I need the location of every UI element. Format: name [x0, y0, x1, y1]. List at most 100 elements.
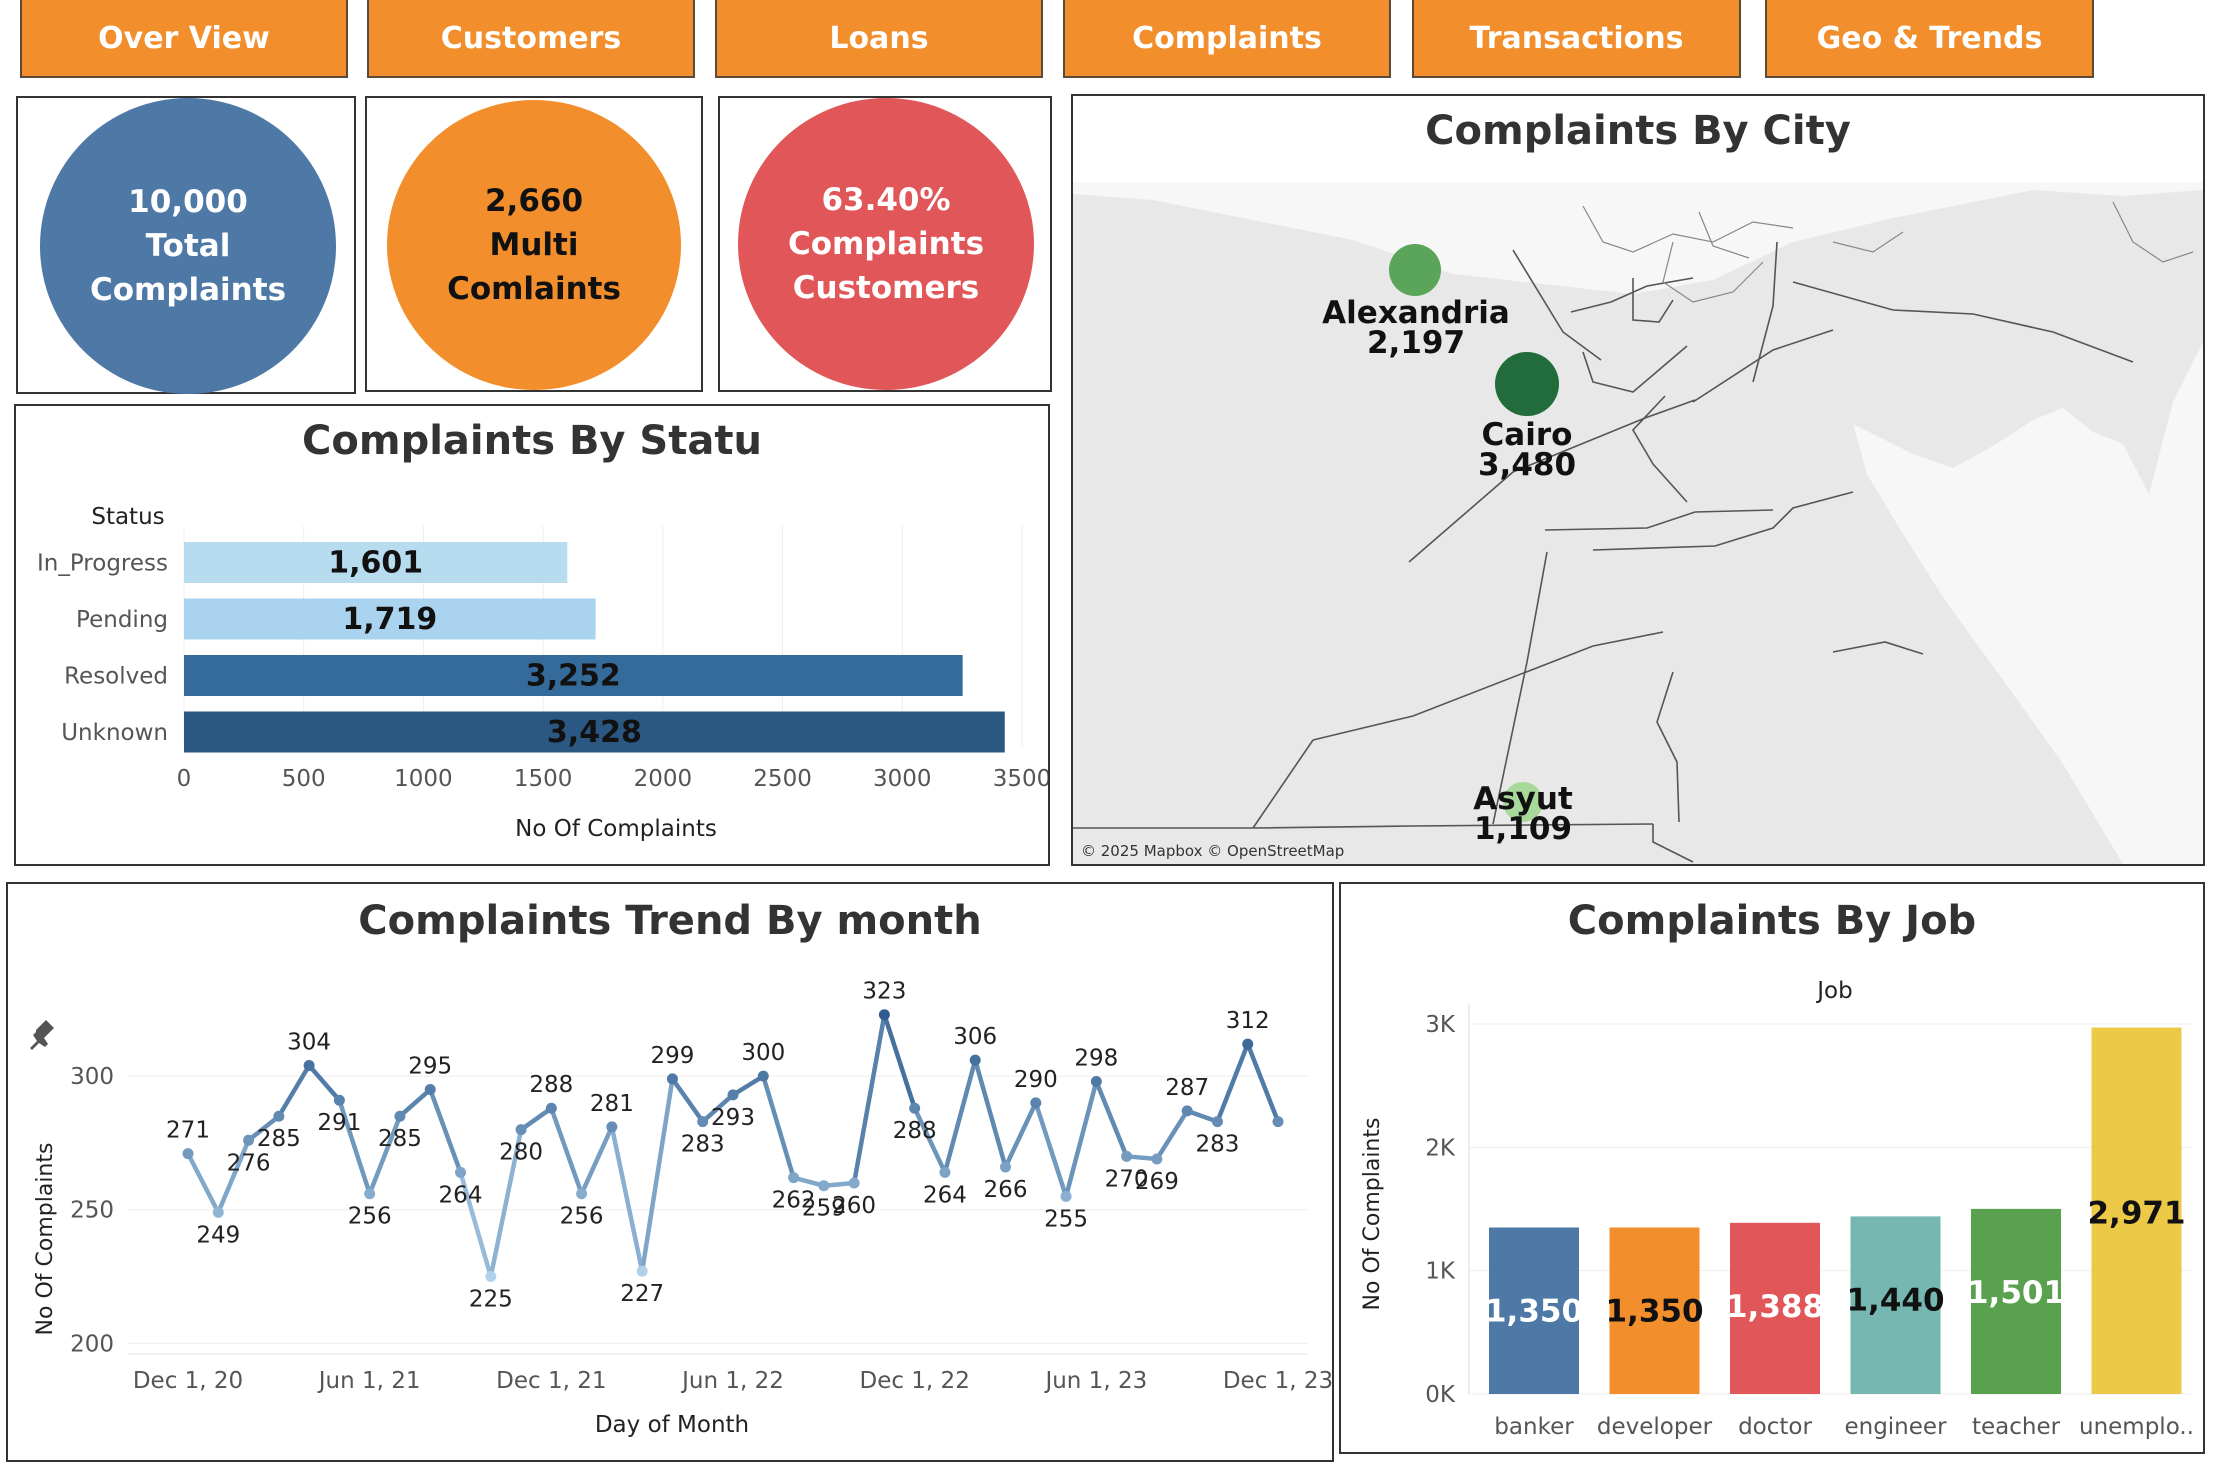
trend-line-segment — [1215, 1041, 1250, 1124]
data-point — [364, 1188, 376, 1200]
trend-line-segment — [1003, 1100, 1039, 1170]
kpi-label: Complaints — [787, 226, 985, 262]
data-label: 306 — [953, 1024, 997, 1050]
bar — [2091, 1027, 2182, 1394]
x-tick-label: 2000 — [634, 766, 693, 792]
data-label: 260 — [832, 1193, 876, 1219]
egypt-map[interactable]: © 2025 Mapbox © OpenStreetMap — [1073, 182, 2203, 864]
data-label: 256 — [348, 1204, 392, 1230]
bar — [184, 598, 596, 640]
nav-customers-button[interactable]: Customers — [367, 0, 695, 78]
data-label: 288 — [529, 1072, 573, 1098]
data-label: 262 — [772, 1188, 816, 1214]
y-tick-label: 1K — [1425, 1259, 1456, 1285]
category-header: Status — [91, 504, 164, 530]
data-label: 283 — [681, 1132, 725, 1158]
bar-value-label: 1,350 — [1605, 1294, 1703, 1330]
data-label: 225 — [469, 1287, 513, 1313]
trend-line-segment — [216, 1138, 251, 1215]
data-label: 281 — [590, 1091, 634, 1117]
data-point — [939, 1166, 951, 1178]
data-point — [182, 1148, 194, 1160]
data-label: 298 — [1074, 1046, 1118, 1072]
data-point — [1121, 1150, 1133, 1162]
x-tick-label: 500 — [282, 766, 326, 792]
data-label: 291 — [317, 1110, 361, 1136]
data-point — [576, 1188, 588, 1200]
nav-geo-trends-button[interactable]: Geo & Trends — [1765, 0, 2094, 78]
nav-loans-button[interactable]: Loans — [715, 0, 1043, 78]
kpi-circle: 63.40% Complaints Customers — [738, 98, 1034, 390]
x-tick-label: Dec 1, 21 — [496, 1368, 606, 1394]
data-label: 290 — [1014, 1067, 1058, 1093]
city-value: 3,480 — [1477, 447, 1577, 483]
data-label: 285 — [257, 1126, 301, 1152]
data-label: 269 — [1135, 1169, 1179, 1195]
data-label: 299 — [650, 1043, 694, 1069]
bar-value-label: 1,350 — [1485, 1294, 1583, 1330]
pin-icon — [30, 1020, 54, 1050]
data-point — [243, 1134, 255, 1146]
bar — [184, 542, 568, 583]
trend-line-segment — [306, 1063, 342, 1103]
data-label: 271 — [166, 1118, 210, 1144]
city-label-asyut: Asyut 1,109 — [1423, 781, 1623, 845]
city-marker-cairo[interactable] — [1495, 352, 1559, 416]
nav-complaints-button[interactable]: Complaints — [1063, 0, 1391, 78]
city-name: Alexandria — [1322, 295, 1510, 331]
x-tick-label: Dec 1, 20 — [133, 1368, 243, 1394]
data-point — [697, 1116, 709, 1128]
data-label: 288 — [893, 1118, 937, 1144]
data-point — [848, 1177, 860, 1189]
trend-line-segment — [761, 1073, 796, 1180]
x-tick-label: 1000 — [394, 766, 453, 792]
bar-value-label: 3,252 — [526, 659, 621, 694]
trend-line-segment — [730, 1073, 766, 1098]
x-tick-label: Jun 1, 23 — [1043, 1368, 1147, 1394]
bar — [184, 655, 963, 696]
city-marker-asyut[interactable] — [1503, 782, 1543, 822]
data-point — [757, 1070, 769, 1082]
data-point — [1090, 1076, 1102, 1088]
data-point — [1242, 1038, 1254, 1050]
data-point — [1000, 1161, 1011, 1173]
data-point — [1272, 1116, 1284, 1128]
data-label: 264 — [439, 1182, 483, 1208]
trend-line-segment — [518, 1105, 554, 1132]
data-point — [909, 1102, 921, 1114]
bar-value-label: 1,388 — [1726, 1289, 1824, 1325]
bar — [1489, 1227, 1579, 1394]
data-label: 300 — [741, 1040, 785, 1066]
data-label: 255 — [1044, 1206, 1088, 1232]
x-tick-label: unemplo.. — [2079, 1414, 2194, 1440]
x-axis-label: No Of Complaints — [515, 816, 717, 842]
nav-overview-button[interactable]: Over View — [20, 0, 348, 78]
kpi-value: 2,660 — [484, 183, 584, 219]
data-label: 264 — [923, 1182, 967, 1208]
city-value: 2,197 — [1366, 325, 1466, 361]
bar — [1730, 1222, 1820, 1394]
y-tick-label: Resolved — [64, 664, 168, 690]
data-point — [1181, 1105, 1193, 1117]
kpi-card-total-complaints: 10,000 Total Complaints — [16, 96, 356, 394]
data-label: 266 — [984, 1177, 1028, 1203]
data-point — [969, 1054, 981, 1066]
city-map-panel: Complaints By City — [1071, 94, 2205, 866]
trend-line-segment — [185, 1151, 221, 1215]
trend-line-segment — [670, 1076, 705, 1124]
map-attribution[interactable]: © 2025 Mapbox © OpenStreetMap — [1081, 842, 1344, 860]
x-tick-label: engineer — [1844, 1414, 1947, 1440]
trend-line-segment — [882, 1012, 917, 1111]
trend-line-segment — [1245, 1041, 1281, 1124]
city-name: Asyut — [1473, 781, 1573, 817]
data-label: 312 — [1226, 1008, 1270, 1034]
bar-value-label: 2,971 — [2087, 1196, 2185, 1232]
trend-line-segment — [972, 1057, 1008, 1170]
bar — [1609, 1227, 1700, 1394]
kpi-value: 63.40% — [821, 182, 951, 218]
trend-line-segment — [397, 1087, 433, 1119]
y-tick-label: 300 — [70, 1064, 114, 1090]
nav-transactions-button[interactable]: Transactions — [1412, 0, 1741, 78]
city-marker-alexandria[interactable] — [1389, 244, 1441, 296]
bar — [184, 711, 1005, 753]
